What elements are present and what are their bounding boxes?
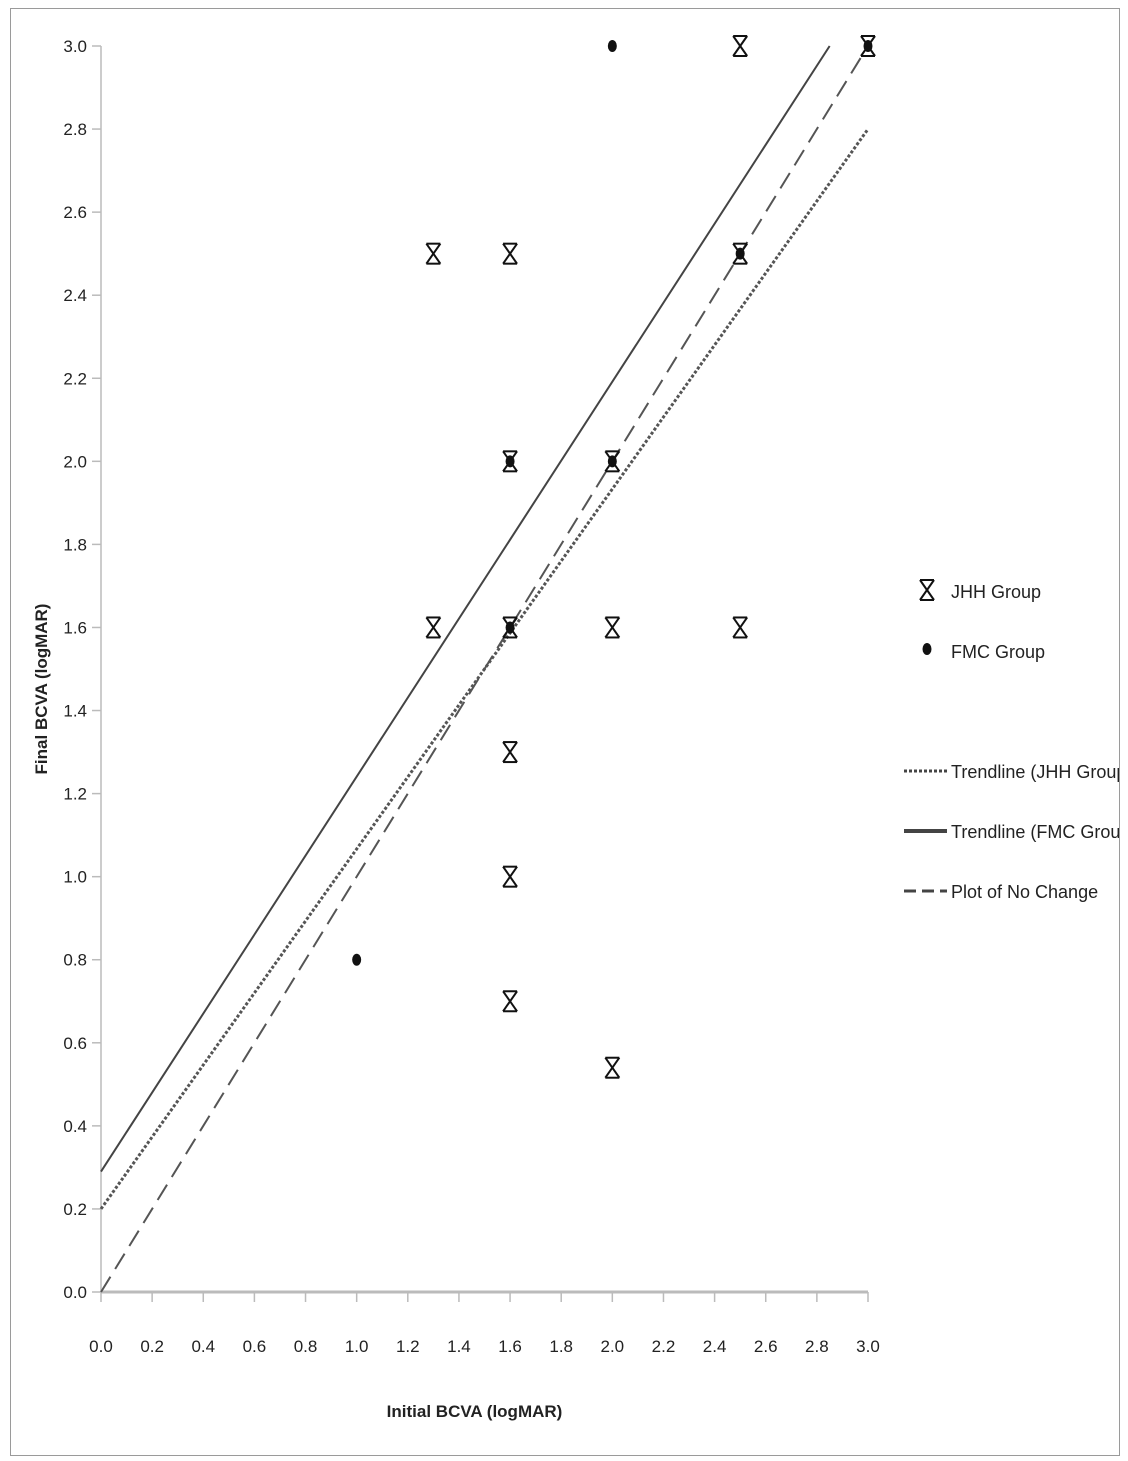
fmc-point: [863, 40, 873, 52]
y-tick-label: 2.6: [63, 203, 87, 222]
x-tick-label: 1.2: [396, 1337, 420, 1356]
line-dashed: [100, 45, 869, 1293]
jhh-point: [425, 242, 442, 265]
jhh-point: [502, 242, 518, 265]
y-tick-label: 0.0: [63, 1283, 87, 1302]
jhh-point: [604, 616, 621, 639]
x-tick-label: 2.8: [805, 1337, 829, 1356]
x-tick-label: 0.6: [243, 1337, 267, 1356]
axes: 0.0 0.2 0.4 0.6 0.8 1.0 1.2 1.4 1.6 1.8 2.0 2.2 2.4 2…: [63, 37, 879, 1356]
data-points: [352, 35, 876, 1079]
y-tick-label: 1.2: [63, 785, 87, 804]
legend-line-label: Plot of No Change: [951, 882, 1098, 902]
jhh-point: [732, 616, 748, 639]
line-solid: [100, 45, 831, 1173]
jhh-point: [604, 1056, 621, 1079]
fmc-point: [505, 455, 515, 468]
x-tick-label: 3.0: [856, 1337, 880, 1356]
x-tick-label: 0.2: [140, 1337, 164, 1356]
jhh-point: [502, 865, 518, 888]
y-tick-label: 1.0: [63, 868, 87, 887]
x-tick-label: 1.0: [345, 1337, 369, 1356]
y-tick-label: 2.4: [63, 286, 87, 305]
jhh-point: [732, 35, 748, 57]
x-tick-label: 2.2: [652, 1337, 676, 1356]
legend-jhh-marker: [919, 579, 935, 601]
y-tick-label: 2.2: [63, 369, 87, 388]
x-tick-label: 1.4: [447, 1337, 471, 1356]
x-tick-label: 0.8: [294, 1337, 318, 1356]
fmc-point: [352, 953, 362, 966]
x-tick-label: 0.4: [191, 1337, 215, 1356]
y-axis-label: Final BCVA (logMAR): [32, 604, 51, 775]
y-tick-label: 1.4: [63, 702, 87, 721]
fmc-point: [735, 247, 745, 260]
scatter-chart: 0.0 0.2 0.4 0.6 0.8 1.0 1.2 1.4 1.6 1.8 2.0 2.2 2.4 2…: [32, 35, 1119, 1421]
jhh-point: [425, 616, 442, 639]
fmc-point: [505, 621, 515, 634]
y-tick-label: 1.8: [63, 535, 87, 554]
legend-line-label: Trendline (FMC Group): [951, 822, 1119, 842]
legend-fmc-label: FMC Group: [951, 642, 1045, 662]
legend-jhh-label: JHH Group: [951, 582, 1041, 602]
x-tick-label: 0.0: [89, 1337, 113, 1356]
y-tick-label: 3.0: [63, 37, 87, 56]
x-tick-label: 1.6: [498, 1337, 522, 1356]
jhh-point: [502, 990, 518, 1013]
x-tick-label: 1.8: [549, 1337, 573, 1356]
y-tick-label: 0.4: [63, 1117, 87, 1136]
x-axis-label: Initial BCVA (logMAR): [387, 1402, 563, 1421]
y-tick-label: 2.0: [63, 452, 87, 471]
x-tick-label: 2.0: [601, 1337, 625, 1356]
fmc-point: [607, 455, 617, 468]
y-tick-label: 0.6: [63, 1034, 87, 1053]
trend-lines: [99, 45, 870, 1293]
x-tick-label: 2.4: [703, 1337, 727, 1356]
y-tick-label: 0.2: [63, 1200, 87, 1219]
jhh-point: [502, 741, 518, 764]
chart-frame: 0.0 0.2 0.4 0.6 0.8 1.0 1.2 1.4 1.6 1.8 2.0 2.2 2.4 2…: [10, 8, 1120, 1456]
fmc-point: [607, 40, 617, 52]
legend-line-label: Trendline (JHH Group): [951, 762, 1119, 782]
legend-fmc-marker: [922, 643, 932, 655]
legend: JHH Group FMC Group Trendline (JHH Group) T…: [904, 579, 1119, 902]
y-tick-label: 1.6: [63, 618, 87, 637]
y-tick-label: 2.8: [63, 120, 87, 139]
y-tick-label: 0.8: [63, 951, 87, 970]
x-tick-label: 2.6: [754, 1337, 778, 1356]
